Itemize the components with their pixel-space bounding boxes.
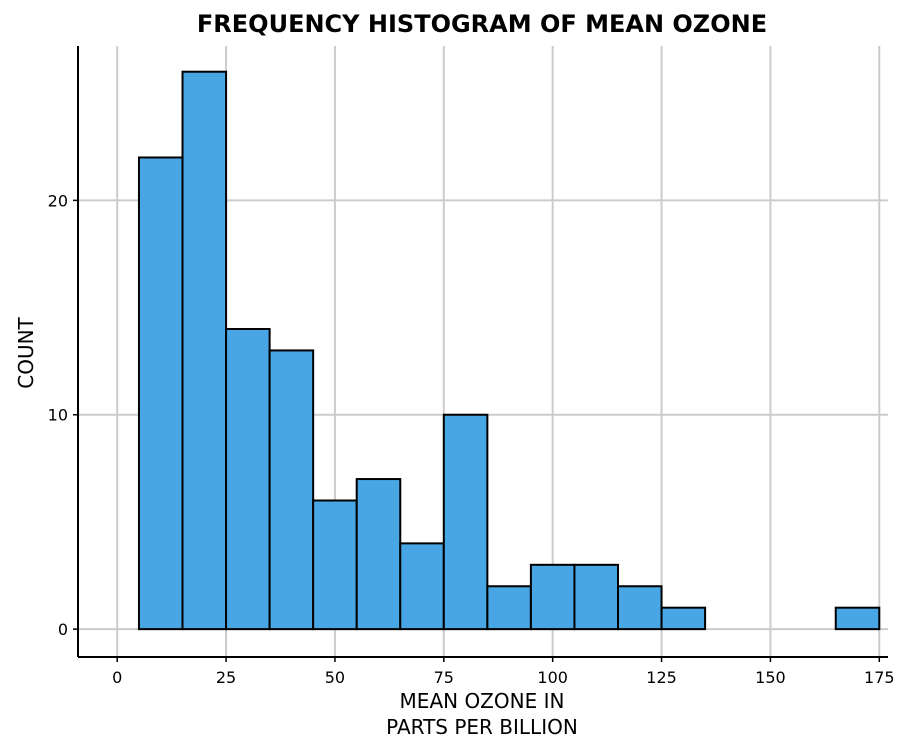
histogram-bar [399,542,445,631]
x-axis-label-line-1: MEAN OZONE IN [400,689,565,713]
y-axis-label: COUNT [14,316,38,388]
y-tick-label: 0 [58,620,68,639]
histogram-bar [529,563,576,631]
histogram-bar [660,606,707,631]
y-tick-label: 20 [48,191,68,210]
histogram-bar [181,70,228,631]
histogram-bar [617,585,663,631]
histogram-bar [573,563,619,631]
histogram-bar [312,499,358,631]
histogram-bar [137,156,184,631]
x-tick-label: 25 [216,668,236,687]
histogram-bar [486,585,532,631]
x-axis-label-line-2: PARTS PER BILLION [386,715,578,739]
x-tick-label: 150 [755,668,786,687]
tick-labels: 0 25 50 75 100 125 150 175 0 10 20 [48,191,895,687]
histogram-bar [442,413,489,631]
histogram-bar [355,478,402,631]
histogram-bar [834,606,881,631]
histogram-bar [225,327,271,631]
x-tick-label: 50 [325,668,345,687]
x-tick-label: 125 [646,668,677,687]
x-tick-label: 0 [112,668,122,687]
histogram-bar [268,349,315,631]
x-tick-label: 100 [537,668,568,687]
y-tick-label: 10 [48,406,68,425]
x-tick-label: 175 [864,668,895,687]
chart-title: FREQUENCY HISTOGRAM OF MEAN OZONE [197,10,767,38]
x-tick-label: 75 [434,668,454,687]
axes [73,46,888,662]
bars [137,70,881,631]
